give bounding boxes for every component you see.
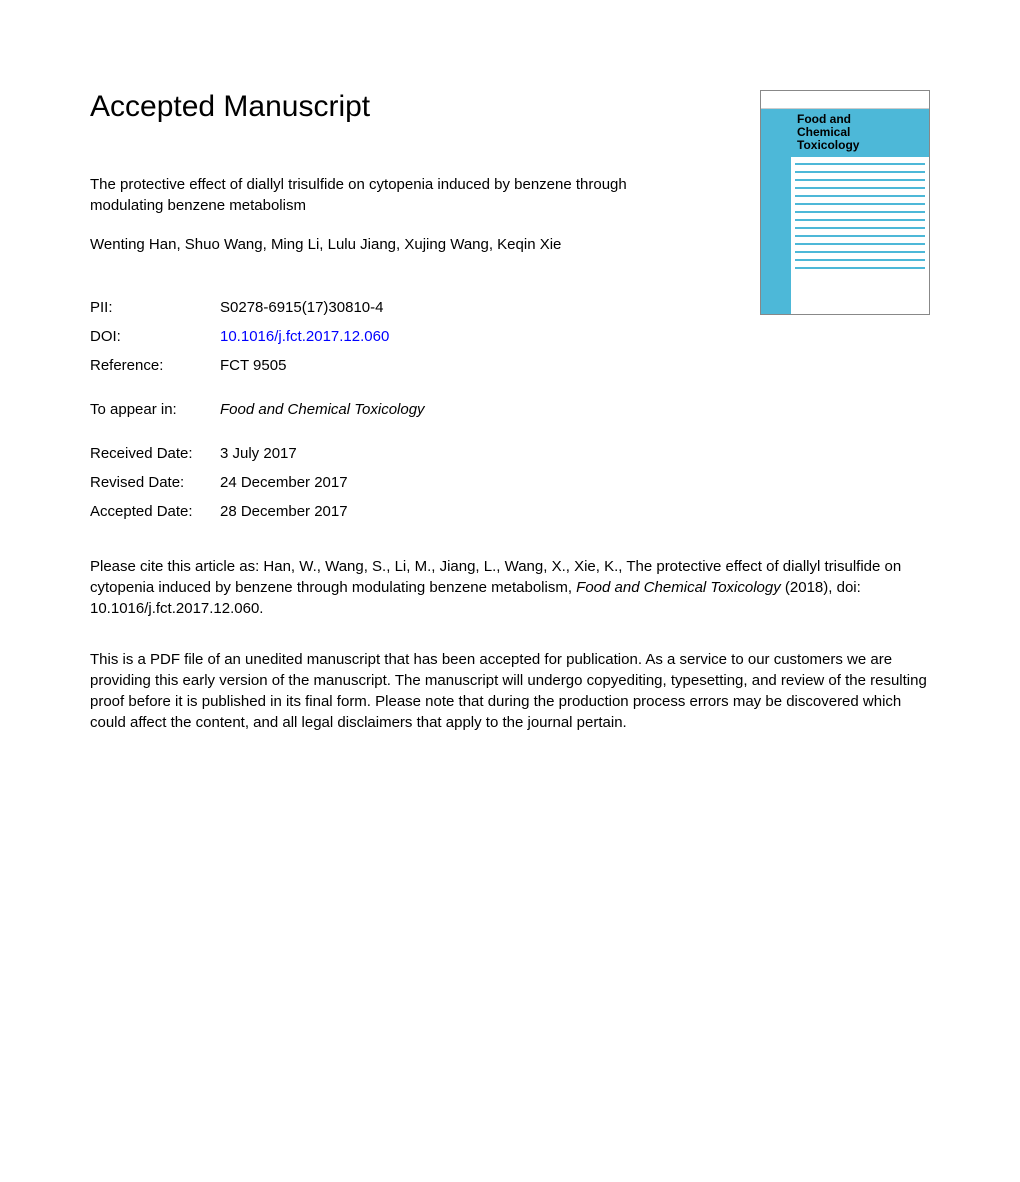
cover-decorative-line (795, 267, 925, 269)
citation-journal: Food and Chemical Toxicology (576, 579, 781, 596)
cover-decorative-line (795, 195, 925, 197)
doi-label: DOI: (90, 322, 220, 351)
pii-label: PII: (90, 293, 220, 322)
toappear-label: To appear in: (90, 395, 220, 424)
doi-link[interactable]: 10.1016/j.fct.2017.12.060 (220, 328, 389, 345)
toappear-value: Food and Chemical Toxicology (220, 395, 425, 424)
meta-row-toappear: To appear in: Food and Chemical Toxicolo… (90, 395, 425, 424)
cover-decorative-line (795, 203, 925, 205)
reference-value: FCT 9505 (220, 351, 425, 380)
cover-decorative-line (795, 243, 925, 245)
cover-decorative-line (795, 163, 925, 165)
cover-decorative-line (795, 179, 925, 181)
cover-lines-area (791, 157, 929, 281)
cover-decorative-line (795, 227, 925, 229)
meta-row-received: Received Date: 3 July 2017 (90, 439, 425, 468)
article-title: The protective effect of diallyl trisulf… (90, 174, 690, 216)
cover-decorative-line (795, 211, 925, 213)
received-value: 3 July 2017 (220, 439, 425, 468)
cover-header-strip (761, 91, 929, 109)
meta-row-accepted: Accepted Date: 28 December 2017 (90, 497, 425, 526)
meta-row-doi: DOI: 10.1016/j.fct.2017.12.060 (90, 322, 425, 351)
meta-row-revised: Revised Date: 24 December 2017 (90, 468, 425, 497)
citation-text: Please cite this article as: Han, W., Wa… (90, 556, 930, 619)
pii-value: S0278-6915(17)30810-4 (220, 293, 425, 322)
meta-row-reference: Reference: FCT 9505 (90, 351, 425, 380)
cover-decorative-line (795, 251, 925, 253)
accepted-label: Accepted Date: (90, 497, 220, 526)
cover-journal-title: Food and Chemical Toxicology (761, 109, 929, 157)
meta-row-pii: PII: S0278-6915(17)30810-4 (90, 293, 425, 322)
disclaimer-text: This is a PDF file of an unedited manusc… (90, 649, 930, 733)
cover-decorative-line (795, 187, 925, 189)
revised-label: Revised Date: (90, 468, 220, 497)
cover-decorative-line (795, 259, 925, 261)
cover-decorative-line (795, 219, 925, 221)
accepted-value: 28 December 2017 (220, 497, 425, 526)
metadata-table: PII: S0278-6915(17)30810-4 DOI: 10.1016/… (90, 293, 425, 526)
cover-decorative-line (795, 235, 925, 237)
received-label: Received Date: (90, 439, 220, 468)
cover-decorative-line (795, 171, 925, 173)
cover-title-line: Toxicology (797, 139, 917, 152)
reference-label: Reference: (90, 351, 220, 380)
journal-cover-thumbnail: Food and Chemical Toxicology (760, 90, 930, 315)
revised-value: 24 December 2017 (220, 468, 425, 497)
